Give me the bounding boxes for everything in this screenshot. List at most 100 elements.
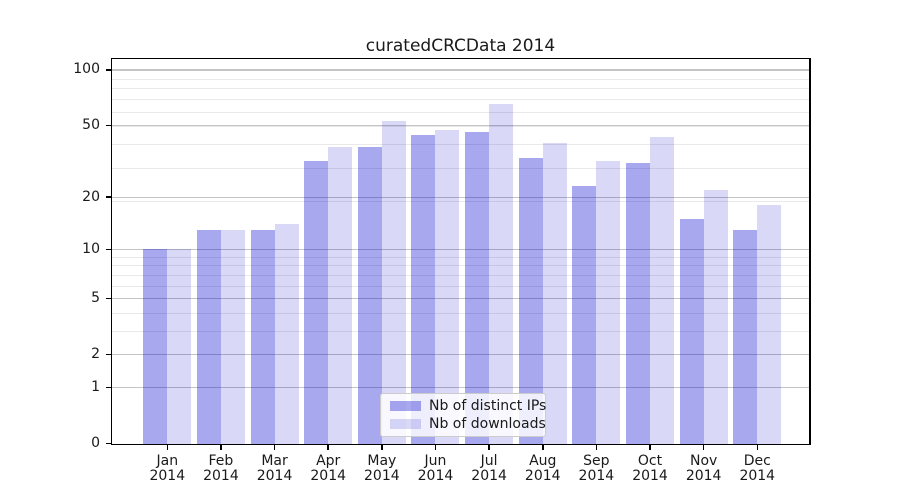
bar-downloads-jan [167,249,192,444]
x-tick-mark [327,443,329,450]
x-tick-label-dec: Dec 2014 [729,453,785,485]
gridline-minor [112,70,809,72]
gridline-minor [112,256,809,258]
gridline-major [112,69,809,71]
x-tick-mark [542,443,544,450]
x-tick-label-jan: Jan 2014 [139,453,195,485]
gridline-minor [112,265,809,267]
gridline-minor [112,200,809,202]
bar-distinct-ips-may [357,147,382,444]
y-tick-label-50: 50 [82,116,100,133]
gridline-major [112,248,809,251]
bar-downloads-jun [435,130,460,444]
bar-downloads-apr [328,147,353,444]
x-tick-year: 2014 [256,468,293,484]
x-tick-year: 2014 [203,468,239,484]
x-tick-label-jul: Jul 2014 [461,453,517,485]
spine-left [110,57,112,445]
bar-distinct-ips-mar [250,229,275,444]
gridline-minor [112,111,809,113]
gridline-major [112,386,809,388]
y-tick-label-2: 2 [91,346,100,363]
y-tick-mark [105,248,112,251]
gridline-major [112,353,809,356]
y-tick-label-5: 5 [91,289,100,306]
legend-entry: Nb of downloads [390,416,546,433]
gridline-minor [112,144,809,146]
bar-distinct-ips-oct [626,163,651,444]
gridline-minor [112,167,809,169]
x-tick-label-sep: Sep 2014 [568,453,624,485]
x-tick-mark [220,443,222,450]
x-tick-label-apr: Apr 2014 [300,453,356,485]
bar-distinct-ips-sep [572,186,597,444]
gridline-minor [112,78,809,80]
y-tick-label-1: 1 [91,378,100,395]
x-tick-year: 2014 [471,468,507,484]
gridline-minor [112,274,809,276]
x-tick-mark [434,443,437,450]
spine-bottom [111,443,810,445]
x-tick-year: 2014 [632,468,668,484]
y-tick-mark [105,297,112,300]
x-tick-label-may: May 2014 [354,453,410,485]
bar-distinct-ips-feb [196,229,221,444]
bar-downloads-oct [650,137,675,444]
bar-distinct-ips-jan [143,249,168,444]
bar-distinct-ips-jun [411,135,436,444]
x-tick-year: 2014 [310,468,347,484]
x-tick-mark [488,443,490,450]
x-tick-mark [649,443,651,450]
gridline-minor [112,285,809,287]
x-tick-year: 2014 [417,468,454,484]
x-tick-mark [166,443,169,450]
y-tick-mark [105,442,112,445]
legend-label: Nb of downloads [429,416,546,432]
y-tick-mark [105,196,112,198]
plot-area [110,57,811,445]
bar-distinct-ips-apr [304,160,329,444]
x-tick-label-jun: Jun 2014 [407,453,463,485]
x-tick-year: 2014 [578,468,615,484]
bar-downloads-feb [220,229,245,444]
y-tick-mark [105,124,112,127]
x-tick-mark [381,443,383,450]
x-tick-mark [702,443,705,450]
gridline-minor [112,126,809,128]
spine-right [809,57,811,445]
gridline-minor [112,88,809,90]
y-tick-mark [105,386,112,389]
x-tick-label-aug: Aug 2014 [515,453,571,485]
gridline-minor [112,312,809,314]
spine-top [111,57,810,59]
legend: Nb of distinct IPs Nb of downloads [380,393,546,437]
bar-distinct-ips-dec [733,229,758,444]
x-tick-year: 2014 [364,468,400,484]
legend-entry: Nb of distinct IPs [390,398,546,415]
bar-downloads-sep [596,160,621,444]
y-tick-label-0: 0 [91,435,100,451]
x-tick-label-nov: Nov 2014 [676,453,732,485]
bar-downloads-dec [757,205,782,444]
gridline-major [112,124,809,126]
y-tick-label-20: 20 [82,188,100,205]
y-tick-mark [105,69,112,71]
gridline-major [112,196,809,198]
y-tick-label-10: 10 [82,240,100,257]
x-tick-mark [595,443,598,450]
y-tick-label-100: 100 [73,61,100,78]
x-tick-mark [756,443,759,450]
x-tick-label-mar: Mar 2014 [247,453,303,485]
y-tick-mark [105,353,112,356]
gridline-major [112,297,809,300]
x-tick-mark [273,443,276,450]
bar-downloads-nov [703,189,728,444]
bar-downloads-aug [542,142,567,444]
x-tick-year: 2014 [524,468,561,484]
bar-distinct-ips-jul [465,131,490,444]
gridline-minor [112,330,809,332]
bar-downloads-mar [274,224,299,444]
gridline-minor [112,99,809,101]
x-tick-year: 2014 [739,468,776,484]
x-tick-year: 2014 [149,468,186,484]
